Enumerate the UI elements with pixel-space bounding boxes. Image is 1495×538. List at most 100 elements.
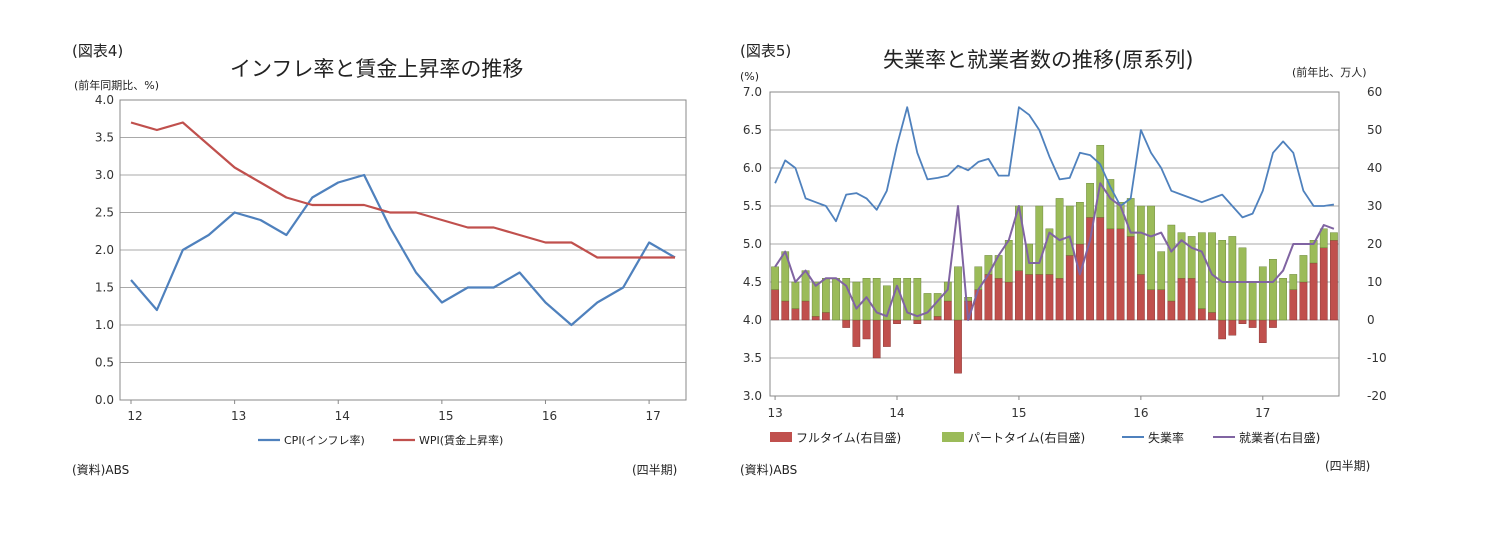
- fulltime-bar: [801, 300, 810, 321]
- y-left-tick-label: 5.5: [743, 199, 762, 213]
- fulltime-bar: [852, 319, 861, 347]
- y-tick-label: 2.0: [95, 243, 114, 257]
- y-left-tick-label: 5.0: [743, 237, 762, 251]
- parttime-bar: [1004, 239, 1013, 283]
- y-right-tick-label: 40: [1367, 161, 1382, 175]
- left-y-unit: (前年同期比、%): [74, 79, 160, 92]
- parttime-bar: [1147, 205, 1155, 290]
- fulltime-bar: [1126, 236, 1135, 321]
- x-tick-label: 15: [1011, 406, 1026, 420]
- parttime-bar: [822, 278, 830, 313]
- parttime-bar: [1065, 205, 1074, 256]
- fulltime-bar: [954, 319, 962, 374]
- fulltime-bar: [1086, 217, 1094, 321]
- parttime-bar: [1096, 144, 1105, 218]
- y-left-tick-label: 7.0: [743, 85, 762, 99]
- parttime-bar: [771, 266, 779, 290]
- fulltime-bar: [1065, 255, 1074, 321]
- x-tick-label: 15: [438, 409, 453, 423]
- parttime-bar: [923, 293, 932, 321]
- fulltime-bar: [1137, 274, 1145, 321]
- parttime-bar: [1330, 232, 1338, 241]
- fulltime-bar: [1248, 319, 1257, 328]
- fulltime-bar: [822, 312, 830, 321]
- parttime-bar: [1197, 232, 1206, 309]
- fulltime-bar: [1157, 289, 1166, 321]
- fulltime-bar: [1238, 319, 1247, 324]
- right-chart-title: 失業率と就業者数の推移(原系列): [883, 48, 1194, 72]
- y-right-tick-label: 50: [1367, 123, 1382, 137]
- y-tick-label: 3.5: [95, 131, 114, 145]
- fulltime-bar: [1106, 228, 1115, 321]
- fulltime-bar: [862, 319, 871, 340]
- parttime-bar: [1167, 224, 1176, 302]
- fulltime-bar: [1116, 228, 1125, 321]
- x-tick-label: 16: [1133, 406, 1148, 420]
- legend-fulltime-swatch: [770, 432, 792, 442]
- y-tick-label: 0.5: [95, 356, 114, 370]
- parttime-bar: [1279, 278, 1287, 321]
- parttime-bar: [1289, 274, 1298, 290]
- fulltime-bar: [1218, 319, 1227, 340]
- y-left-tick-label: 4.5: [743, 275, 762, 289]
- y-tick-label: 2.5: [95, 206, 114, 220]
- fulltime-bar: [1035, 274, 1044, 321]
- fulltime-bar: [811, 316, 820, 321]
- parttime-bar: [1137, 205, 1145, 275]
- parttime-bar: [893, 278, 901, 321]
- fulltime-bar: [1269, 319, 1277, 328]
- y-right-tick-label: 10: [1367, 275, 1382, 289]
- y-tick-label: 1.0: [95, 318, 114, 332]
- y-left-tick-label: 6.5: [743, 123, 762, 137]
- fulltime-bar: [913, 319, 922, 324]
- fulltime-bar: [791, 308, 800, 321]
- parttime-bar: [1106, 179, 1115, 229]
- legend-employed-label: 就業者(右目盛): [1239, 430, 1320, 445]
- fulltime-bar: [1177, 278, 1186, 321]
- parttime-bar: [1086, 182, 1094, 218]
- parttime-bar: [1177, 232, 1186, 279]
- parttime-bar: [1238, 247, 1247, 321]
- right-y-unit-left: (%): [740, 70, 760, 83]
- fulltime-bar: [1076, 243, 1084, 321]
- fulltime-bar: [1015, 270, 1023, 321]
- y-right-tick-label: 20: [1367, 237, 1382, 251]
- parttime-bar: [1076, 201, 1084, 245]
- y-right-tick-label: 0: [1367, 313, 1375, 327]
- fulltime-bar: [893, 319, 901, 324]
- parttime-bar: [1187, 236, 1196, 279]
- parttime-bar: [1299, 255, 1308, 283]
- y-right-tick-label: -10: [1367, 351, 1387, 365]
- y-tick-label: 1.5: [95, 281, 114, 295]
- fulltime-bar: [781, 300, 790, 321]
- y-tick-label: 0.0: [95, 393, 114, 407]
- x-tick-label: 14: [889, 406, 904, 420]
- parttime-bar: [872, 278, 881, 321]
- legend-unemployment-label: 失業率: [1148, 430, 1184, 445]
- y-right-tick-label: -20: [1367, 389, 1387, 403]
- fulltime-bar: [1258, 319, 1267, 343]
- left-chart-title: インフレ率と賃金上昇率の推移: [230, 57, 524, 81]
- y-left-tick-label: 4.0: [743, 313, 762, 327]
- parttime-bar: [842, 278, 851, 321]
- unemployment-line: [774, 106, 1335, 223]
- right-y-unit-right: (前年比、万人): [1292, 66, 1367, 79]
- fulltime-bar: [1167, 300, 1176, 321]
- x-tick-label: 12: [127, 409, 142, 423]
- right-chart-svg: 3.0 3.5 4.0 4.5 5.0 5.5 6.0 6.5 7.0 -20 -10 0 10 20 30…: [743, 85, 1387, 445]
- x-tick-label: 13: [231, 409, 246, 423]
- x-tick-label: 13: [767, 406, 782, 420]
- fulltime-bar: [1330, 239, 1338, 321]
- legend-fulltime-label: フルタイム(右目盛): [796, 430, 901, 445]
- fulltime-bar: [994, 278, 1003, 321]
- parttime-bar: [964, 297, 972, 302]
- parttime-bar: [1309, 239, 1318, 264]
- left-figure-number: (図表4): [72, 42, 124, 60]
- parttime-bar: [1228, 236, 1237, 321]
- fulltime-bar: [1319, 247, 1328, 321]
- fulltime-bar: [1025, 274, 1033, 321]
- wpi-line: [130, 121, 675, 259]
- x-tick-label: 16: [542, 409, 557, 423]
- parttime-bar: [954, 266, 962, 321]
- fulltime-bar: [1055, 278, 1064, 321]
